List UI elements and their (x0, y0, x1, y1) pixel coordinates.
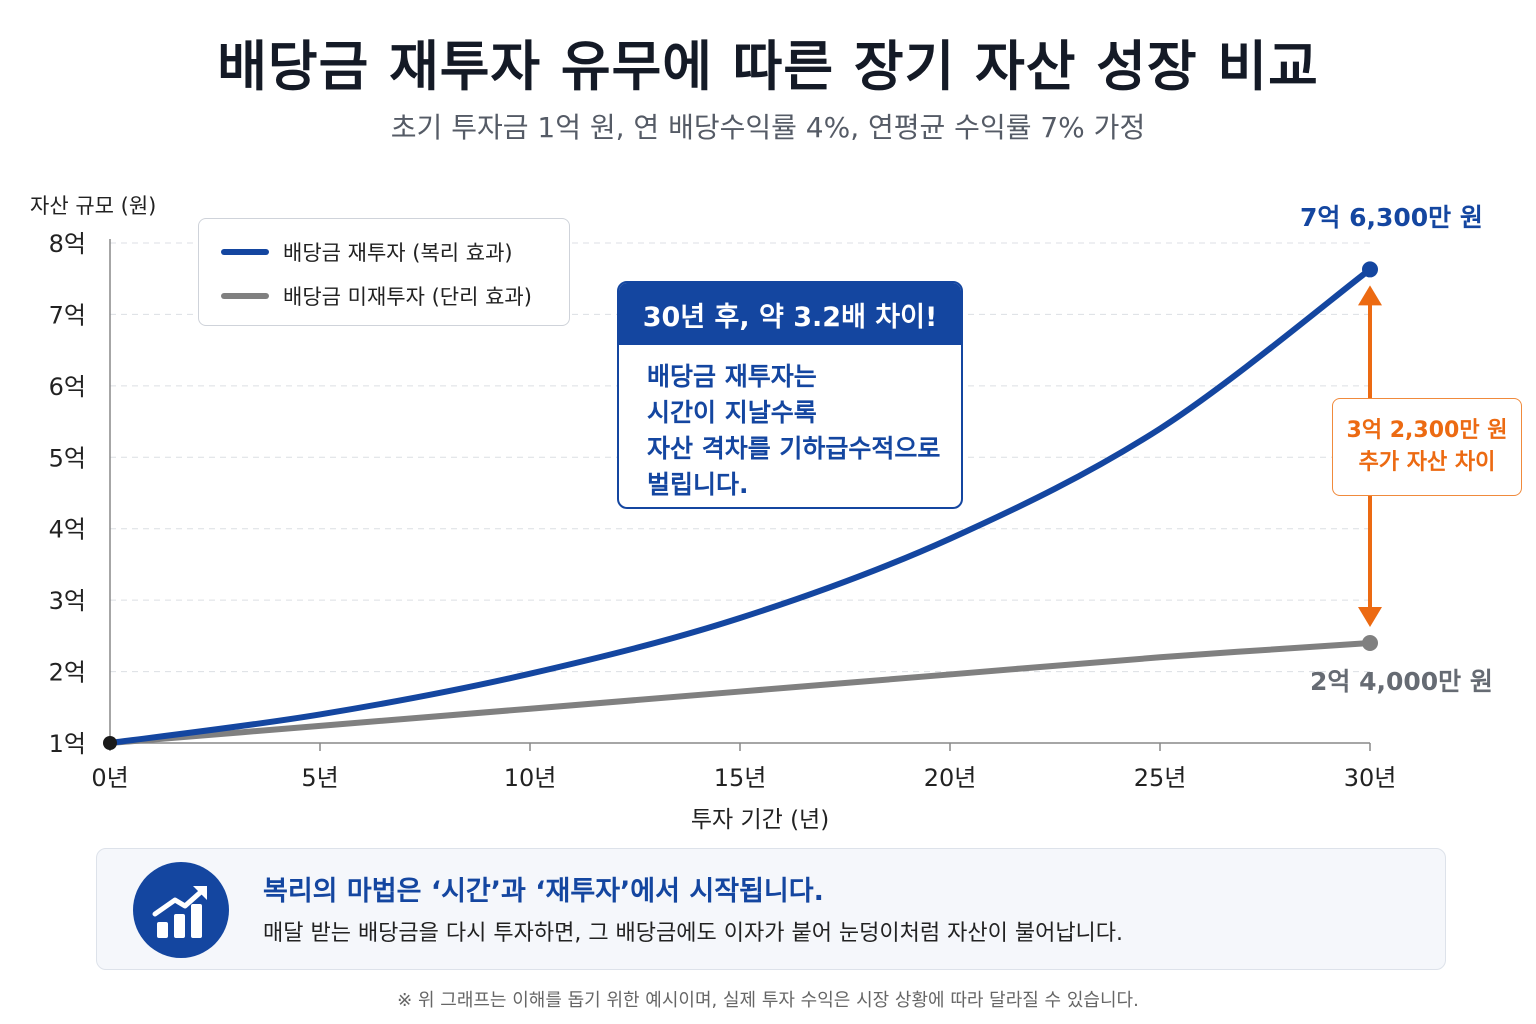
chart-title: 배당금 재투자 유무에 따른 장기 자산 성장 비교 (217, 35, 1319, 98)
x-tick-label: 10년 (504, 764, 557, 792)
y-axis-label: 자산 규모 (원) (30, 194, 157, 218)
info-banner: 복리의 마법은 ‘시간’과 ‘재투자’에서 시작됩니다. 매달 받는 배당금을 … (96, 848, 1446, 970)
end-label-reinvest: 7억 6,300만 원 (1300, 203, 1483, 232)
legend-label-reinvest: 배당금 재투자 (복리 효과) (283, 241, 513, 265)
x-tick-label: 20년 (924, 764, 977, 792)
legend: 배당금 재투자 (복리 효과) 배당금 미재투자 (단리 효과) (198, 218, 570, 326)
series-line-reinvest (107, 266, 1373, 746)
callout-line: 배당금 재투자는 (647, 362, 817, 391)
series-line-no-reinvest (107, 640, 1373, 746)
end-point-no-reinvest (1362, 635, 1378, 651)
legend-item-no-reinvest: 배당금 미재투자 (단리 효과) (221, 281, 532, 311)
data-points (103, 261, 1378, 750)
x-tick-label: 30년 (1344, 764, 1397, 792)
difference-annotation: 3억 2,300만 원 추가 자산 차이 (1332, 398, 1522, 496)
y-tick-label: 8억 (49, 230, 86, 258)
x-tick-label: 5년 (301, 764, 338, 792)
growth-chart-icon (133, 862, 229, 958)
legend-swatch-reinvest (221, 249, 269, 255)
difference-amount: 3억 2,300만 원 (1346, 418, 1508, 443)
y-tick-label: 1억 (49, 730, 86, 758)
y-tick-label: 2억 (49, 659, 86, 687)
legend-label-no-reinvest: 배당금 미재투자 (단리 효과) (283, 285, 532, 309)
y-tick-label: 6억 (49, 373, 86, 401)
banner-text: 매달 받는 배당금을 다시 투자하면, 그 배당금에도 이자가 붙어 눈덩이처럼… (263, 921, 1124, 946)
x-tick-label: 0년 (91, 764, 128, 792)
difference-caption: 추가 자산 차이 (1358, 450, 1496, 475)
difference-arrow-head-down (1358, 607, 1382, 627)
callout-body: 배당금 재투자는 시간이 지날수록 자산 격차를 기하급수적으로 벌립니다. (619, 345, 961, 503)
callout-line: 시간이 지날수록 (647, 398, 817, 427)
banner-title: 복리의 마법은 ‘시간’과 ‘재투자’에서 시작됩니다. (263, 876, 824, 907)
x-tick-label: 15년 (714, 764, 767, 792)
legend-swatch-no-reinvest (221, 293, 269, 299)
callout-box: 30년 후, 약 3.2배 차이! 배당금 재투자는 시간이 지날수록 자산 격… (617, 281, 963, 509)
y-tick-label: 7억 (49, 301, 86, 329)
start-point (103, 736, 117, 750)
x-tick-label: 25년 (1134, 764, 1187, 792)
end-point-reinvest (1362, 261, 1378, 278)
end-label-no-reinvest: 2억 4,000만 원 (1310, 667, 1493, 696)
footnote: ※ 위 그래프는 이해를 돕기 위한 예시이며, 실제 투자 수익은 시장 상황… (397, 990, 1139, 1011)
callout-heading: 30년 후, 약 3.2배 차이! (619, 283, 961, 345)
y-tick-label: 5억 (49, 444, 86, 472)
chart-subtitle: 초기 투자금 1억 원, 연 배당수익률 4%, 연평균 수익률 7% 가정 (390, 111, 1146, 144)
callout-line: 자산 격차를 기하급수적으로 (647, 434, 941, 463)
y-tick-label: 4억 (49, 516, 86, 544)
legend-item-reinvest: 배당금 재투자 (복리 효과) (221, 237, 513, 267)
difference-arrow-head-up (1358, 285, 1382, 306)
y-tick-label: 3억 (49, 587, 86, 615)
x-axis-label: 투자 기간 (년) (690, 807, 830, 833)
callout-line: 벌립니다. (647, 470, 749, 499)
tick-labels: 1억 2억 3억 4억 5억 6억 7억 8억 0년 5년 10년 15년 20년 25년 30년 (49, 230, 1397, 792)
series-lines (107, 266, 1373, 746)
